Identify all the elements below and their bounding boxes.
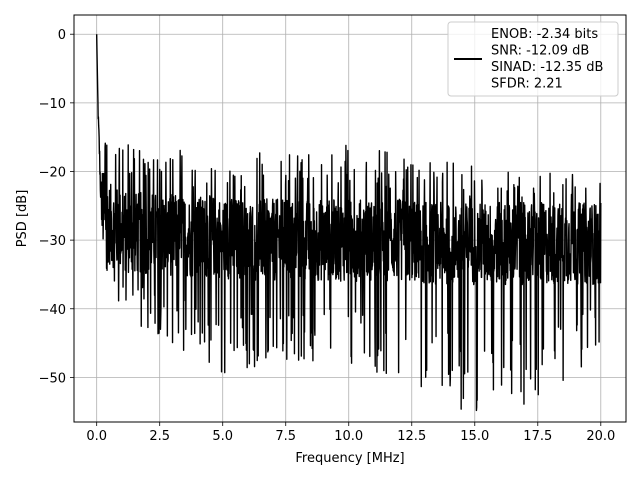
y-tick-label: −30 — [39, 234, 66, 249]
y-axis-label: PSD [dB] — [15, 190, 30, 248]
legend-box — [447, 21, 619, 97]
x-axis-label: Frequency [MHz] — [295, 451, 404, 466]
y-tick-label: 0 — [58, 28, 66, 43]
legend: ENOB: -2.34 bits SNR: -12.09 dB SINAD: -… — [447, 21, 619, 97]
legend-sfdr: SFDR: 2.21 — [491, 77, 563, 92]
plot-frame — [73, 14, 627, 423]
series-psd — [95, 34, 602, 412]
y-tick-label: −10 — [39, 97, 66, 112]
y-tick-label: −20 — [39, 165, 66, 180]
axis-ticks: 0.0 2.5 5.0 7.5 10.0 12.5 15.0 17.5 20.0 0 −10 −20 −… — [39, 28, 616, 444]
legend-enob: ENOB: -2.34 bits — [491, 27, 598, 42]
x-tick-label: 10.0 — [334, 429, 363, 444]
x-tick-label: 12.5 — [397, 429, 426, 444]
x-tick-label: 17.5 — [523, 429, 552, 444]
x-tick-label: 5.0 — [212, 429, 233, 444]
y-tick-label: −50 — [39, 371, 66, 386]
x-tick-label: 15.0 — [460, 429, 489, 444]
x-tick-label: 2.5 — [149, 429, 170, 444]
psd-series-line — [95, 34, 602, 412]
x-tick-label: 20.0 — [586, 429, 615, 444]
legend-sinad: SINAD: -12.35 dB — [491, 60, 603, 75]
y-tick-label: −40 — [39, 303, 66, 318]
x-tick-label: 7.5 — [275, 429, 296, 444]
x-tick-label: 0.0 — [86, 429, 107, 444]
legend-snr: SNR: -12.09 dB — [491, 44, 589, 59]
